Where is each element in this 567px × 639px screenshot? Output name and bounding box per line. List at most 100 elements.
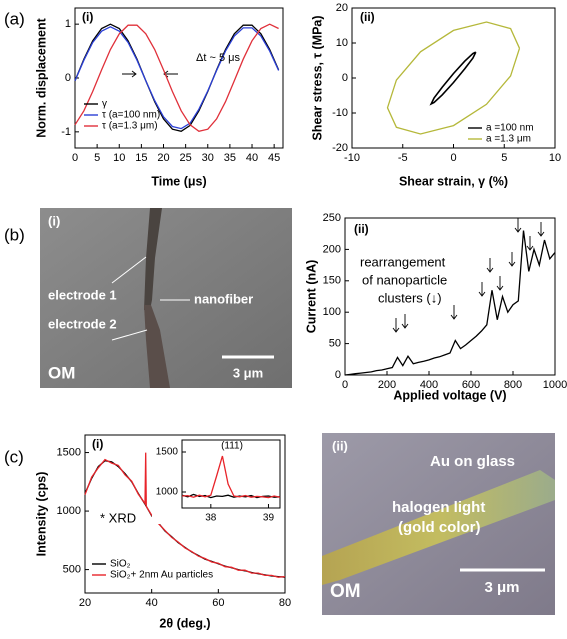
- x-tick-label: 25: [180, 152, 192, 164]
- y-tick-label: 1000: [156, 487, 179, 498]
- y-tick-label: 0: [335, 369, 341, 381]
- y-tick-label: 50: [329, 338, 341, 350]
- y-axis-label: Intensity (cps): [34, 472, 48, 557]
- arrow: [526, 236, 534, 251]
- x-tick-label: 35: [224, 152, 236, 164]
- annotation: clusters (↓): [378, 290, 442, 305]
- x-axis-label: Shear strain, γ (%): [399, 174, 508, 188]
- plot-frame: [181, 439, 281, 509]
- panel-number: (i): [48, 213, 60, 228]
- x-tick-label: 400: [420, 379, 438, 391]
- arrow: [450, 305, 458, 320]
- x-tick-label: 0: [72, 152, 78, 164]
- image-label: electrode 1: [48, 287, 117, 302]
- image-label: electrode 2: [48, 316, 117, 331]
- y-tick-label: 1500: [57, 446, 81, 458]
- y-tick-label: 1: [65, 18, 71, 30]
- arrow: [537, 222, 545, 237]
- series-line: [84, 452, 286, 578]
- optical-image: (ii) Au on glass halogen light (gold col…: [322, 433, 555, 615]
- annotation: of nanoparticle: [362, 272, 447, 287]
- inset-background: [152, 438, 284, 524]
- image-label: halogen light: [392, 499, 485, 516]
- x-tick-label: 0: [342, 379, 348, 391]
- plot-frame: [84, 434, 286, 594]
- x-tick-label: 200: [378, 379, 396, 391]
- x-tick-label: 1000: [543, 379, 567, 391]
- y-tick-label: 200: [323, 243, 341, 255]
- method-label: OM: [330, 581, 361, 602]
- panel-number: (ii): [354, 222, 369, 236]
- arrow: [514, 218, 522, 233]
- scale-bar-label: 3 μm: [233, 365, 263, 380]
- y-tick-label: 10: [336, 37, 348, 49]
- series-line: [74, 23, 280, 132]
- y-tick-label: 1000: [57, 505, 81, 517]
- plot-frame: [344, 217, 556, 376]
- x-tick-label: 40: [146, 597, 158, 609]
- y-tick-label: 1500: [156, 447, 179, 458]
- optical-image: (i) electrode 1 electrode 2 nanofiber 3 …: [40, 208, 292, 388]
- y-tick-label: -1: [61, 126, 71, 138]
- y-tick-label: 100: [323, 306, 341, 318]
- x-tick-label: 30: [202, 152, 214, 164]
- scale-bar-label: 3 μm: [484, 579, 519, 596]
- panel-label: (a): [4, 9, 25, 28]
- x-tick-label: -10: [344, 152, 360, 164]
- panel-number: (i): [92, 437, 103, 451]
- x-tick-label: 0: [450, 152, 456, 164]
- annotation: Δt ~ 5 μs: [196, 52, 240, 64]
- y-tick-label: -10: [332, 107, 348, 119]
- panel-number: (ii): [332, 438, 348, 453]
- x-tick-label: 5: [501, 152, 507, 164]
- series-line: [386, 21, 521, 135]
- method-label: OM: [48, 363, 75, 382]
- pointer: [111, 329, 148, 341]
- nanofiber-upper: [144, 208, 162, 310]
- arrow: [122, 70, 137, 78]
- arrow: [496, 276, 504, 291]
- x-tick-label: 38: [205, 513, 217, 524]
- x-tick-label: 20: [79, 597, 91, 609]
- arrow: [401, 314, 409, 329]
- series-line: [74, 23, 279, 133]
- x-axis-label: Time (μs): [151, 174, 206, 188]
- panel-number: (ii): [360, 10, 375, 24]
- series-line: [344, 230, 556, 376]
- x-tick-label: -5: [398, 152, 408, 164]
- x-tick-label: 45: [268, 152, 280, 164]
- x-axis-label: 2θ (deg.): [159, 616, 210, 630]
- y-tick-label: 20: [336, 2, 348, 14]
- legend-label: SiO₂+ 2nm Au particles: [110, 570, 213, 581]
- y-axis-label: Norm. displacement: [34, 17, 48, 137]
- image-label: Au on glass: [430, 453, 515, 470]
- y-tick-label: 0: [342, 72, 348, 84]
- x-tick-label: 800: [504, 379, 522, 391]
- y-tick-label: 0: [65, 72, 71, 84]
- legend-label: τ (a=1.3 μm): [102, 121, 158, 132]
- x-tick-label: 5: [94, 152, 100, 164]
- panel-label: (c): [4, 447, 24, 466]
- legend-label: a =100 nm: [486, 123, 534, 134]
- x-tick-label: 600: [462, 379, 480, 391]
- series-line: [181, 455, 281, 499]
- y-axis-label: Current (nA): [304, 260, 318, 334]
- y-axis-label: Shear stress, τ (MPa): [310, 15, 324, 140]
- x-tick-label: 40: [246, 152, 258, 164]
- panel-number: (i): [82, 10, 93, 24]
- series-line: [429, 51, 477, 106]
- series-line: [74, 26, 280, 130]
- image-label: nanofiber: [194, 291, 253, 306]
- annotation: * XRD: [100, 510, 136, 525]
- x-tick-label: 15: [135, 152, 147, 164]
- y-tick-label: 500: [63, 563, 81, 575]
- x-tick-label: 10: [549, 152, 561, 164]
- x-axis-label: Applied voltage (V): [393, 388, 506, 402]
- arrow: [392, 318, 400, 333]
- legend-label: γ: [102, 99, 107, 110]
- legend-label: SiO₂: [110, 559, 131, 570]
- image-label: (gold color): [398, 519, 481, 536]
- arrow: [486, 258, 494, 273]
- pointer: [111, 256, 147, 284]
